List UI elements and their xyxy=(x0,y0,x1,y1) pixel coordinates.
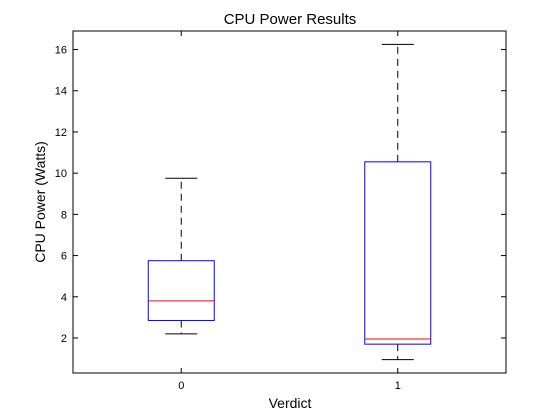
y-tick-label: 16 xyxy=(55,45,67,57)
x-tick-label: 0 xyxy=(178,380,184,392)
chart-title: CPU Power Results xyxy=(224,11,357,28)
plot-area xyxy=(72,30,507,374)
y-axis-label: CPU Power (Watts) xyxy=(32,141,48,263)
box-series xyxy=(147,43,432,361)
box xyxy=(147,260,215,321)
x-axis-label: Verdict xyxy=(269,395,312,411)
y-tick-label: 14 xyxy=(55,86,67,98)
x-tick-label: 1 xyxy=(395,380,401,392)
y-tick-label: 12 xyxy=(55,127,67,139)
y-tick-label: 6 xyxy=(61,251,67,263)
y-tick-label: 2 xyxy=(61,333,67,345)
y-axis: 2 4 6 8 10 12 14 16 xyxy=(55,45,506,345)
y-tick-label: 8 xyxy=(61,209,67,221)
y-tick-label: 4 xyxy=(61,292,67,304)
y-tick-label: 10 xyxy=(55,168,67,180)
box xyxy=(364,161,432,345)
